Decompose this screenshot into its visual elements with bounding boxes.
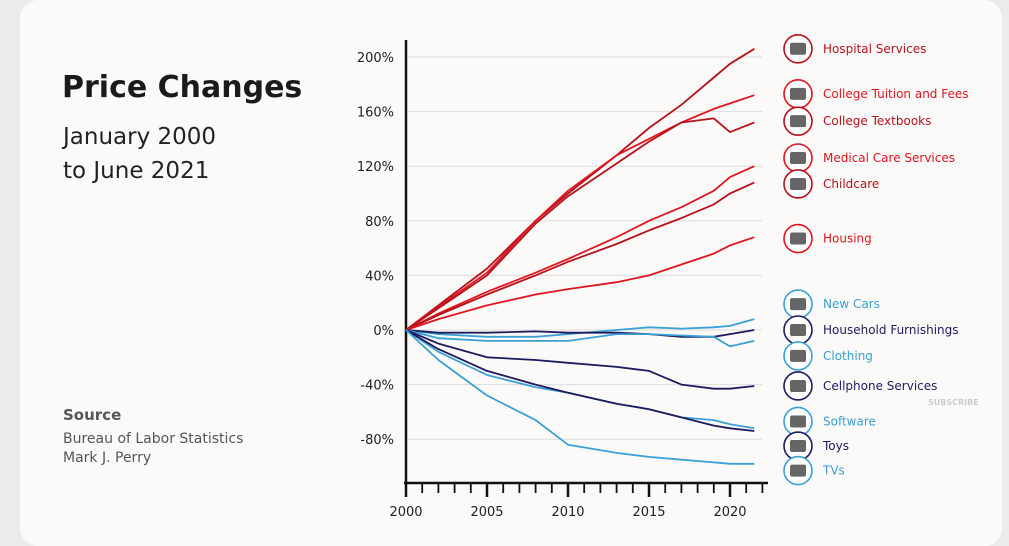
legend-label: Toys xyxy=(822,439,849,453)
series-line-cellphone-services xyxy=(405,329,755,390)
y-tick-label: -80% xyxy=(360,433,394,448)
legend-item-housing: Housing xyxy=(783,223,872,254)
y-tick-label: 120% xyxy=(357,160,394,175)
legend-label: Hospital Services xyxy=(823,42,926,56)
legend-glyph-icon xyxy=(790,379,806,392)
legend-item-new-cars: New Cars xyxy=(783,289,880,319)
series-line-toys xyxy=(405,329,755,432)
legend-item-college-tuition-and-fees: College Tuition and Fees xyxy=(783,79,969,109)
legend-glyph-icon xyxy=(790,464,806,477)
source-bls: Bureau of Labor Statistics xyxy=(63,431,244,447)
subscribe-watermark: SUBSCRIBE xyxy=(928,398,979,407)
subtitle-line-1: January 2000 xyxy=(63,124,217,150)
source-list: Bureau of Labor Statistics Mark J. Perry xyxy=(63,430,243,468)
y-tick-label: 80% xyxy=(365,215,394,230)
series-line-clothing xyxy=(405,329,755,348)
series-line-tvs xyxy=(405,329,755,465)
legend-glyph-icon xyxy=(790,42,806,55)
legend-item-household-furnishings: Household Furnishings xyxy=(783,315,959,345)
series-line-new-cars xyxy=(405,318,755,338)
legend-glyph-icon xyxy=(790,115,806,128)
series-line-housing xyxy=(405,236,755,331)
chart-title: Price Changes xyxy=(62,70,303,105)
legend-item-hospital-services: Hospital Services xyxy=(783,34,926,64)
legend-item-childcare: Childcare xyxy=(783,169,879,199)
legend-glyph-icon xyxy=(790,324,806,336)
series-line-software xyxy=(405,329,755,430)
series-line-medical-care-services xyxy=(405,165,755,331)
source-heading: Source xyxy=(63,406,122,424)
chart-subtitle: January 2000 to June 2021 xyxy=(63,120,216,188)
y-tick-label: 0% xyxy=(373,324,394,339)
x-tick-label: 2010 xyxy=(551,505,584,520)
legend-glyph-icon xyxy=(790,232,806,245)
legend-label: TVs xyxy=(822,464,845,478)
x-tick-label: 2020 xyxy=(713,505,746,520)
legend-label: Medical Care Services xyxy=(823,151,955,165)
subtitle-line-2: to June 2021 xyxy=(63,158,210,184)
legend-label: Housing xyxy=(823,232,872,246)
x-tick-label: 2015 xyxy=(632,505,665,520)
y-tick-label: 160% xyxy=(357,106,394,121)
legend-glyph-icon xyxy=(790,440,806,453)
legend-glyph-icon xyxy=(790,177,806,190)
legend-item-clothing: Clothing xyxy=(783,341,873,371)
series-line-college-textbooks xyxy=(405,117,755,331)
legend-item-college-textbooks: College Textbooks xyxy=(783,106,931,136)
y-tick-label: 200% xyxy=(357,51,394,66)
legend-glyph-icon xyxy=(790,298,806,311)
legend-item-cellphone-services: Cellphone Services xyxy=(783,371,937,401)
y-tick-label: 40% xyxy=(365,269,394,284)
legend-item-tvs: TVs xyxy=(783,455,845,486)
x-tick-label: 2000 xyxy=(389,505,422,520)
legend-glyph-icon xyxy=(790,349,806,362)
series-line-household-furnishings xyxy=(405,329,755,338)
legend-label: New Cars xyxy=(823,297,880,311)
legend-label: College Textbooks xyxy=(823,114,931,128)
legend-label: College Tuition and Fees xyxy=(823,87,969,101)
legend-label: Cellphone Services xyxy=(823,379,937,393)
legend-item-toys: Toys xyxy=(783,431,849,461)
legend-label: Clothing xyxy=(823,349,873,363)
legend-glyph-icon xyxy=(790,415,806,428)
legend-label: Childcare xyxy=(823,177,879,191)
legend-glyph-icon xyxy=(790,152,806,165)
legend-item-software: Software xyxy=(783,406,876,437)
chart-card xyxy=(20,0,1002,546)
legend-item-medical-care-services: Medical Care Services xyxy=(783,143,955,173)
source-perry: Mark J. Perry xyxy=(63,450,152,466)
y-tick-label: -40% xyxy=(360,379,394,394)
legend-label: Household Furnishings xyxy=(823,323,959,337)
series-line-childcare xyxy=(405,181,755,331)
legend-glyph-icon xyxy=(790,87,806,100)
legend-label: Software xyxy=(823,414,876,428)
series-line-college-tuition-and-fees xyxy=(405,94,755,331)
x-tick-label: 2005 xyxy=(470,505,503,520)
